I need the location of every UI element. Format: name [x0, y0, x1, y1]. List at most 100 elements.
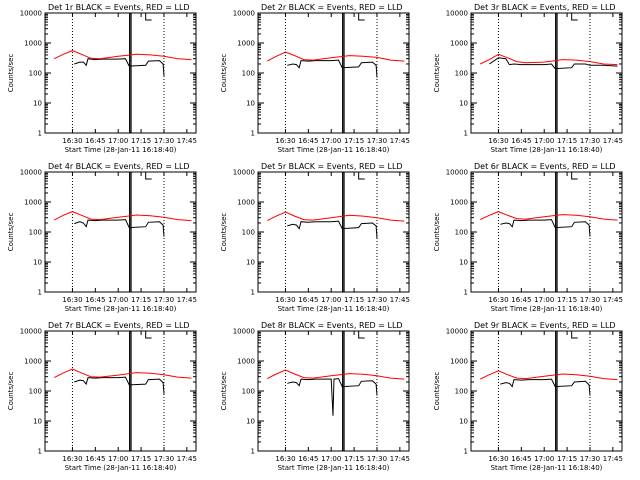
x-tick-label: 17:45	[603, 455, 623, 463]
lld-series-line	[53, 50, 192, 61]
panel-8: Det 8r BLACK = Events, RED = LLD 1 10 100 10…	[220, 321, 410, 472]
x-axis-label: Start Time (28-Jan-11 16:18:40)	[278, 464, 390, 472]
y-tick-label: 100	[455, 70, 468, 78]
y-tick-label: 1	[251, 448, 255, 456]
y-tick-label: 1	[464, 448, 468, 456]
x-tick-label: 17:15	[131, 296, 151, 304]
panel-7: Det 7r BLACK = Events, RED = LLD 1 10 100 10…	[7, 321, 197, 472]
x-tick-label: 17:45	[603, 296, 623, 304]
x-tick-label: 17:45	[177, 296, 197, 304]
y-tick-label: 1	[251, 289, 255, 297]
y-tick-label: 10	[459, 418, 468, 426]
y-tick-label: 100	[29, 70, 42, 78]
x-tick-label: 17:00	[534, 455, 554, 463]
x-tick-label: 17:45	[390, 455, 410, 463]
bracket-marker	[358, 172, 365, 180]
y-tick-label: 1000	[24, 199, 42, 207]
x-tick-label: 17:45	[390, 137, 410, 145]
events-series-line	[500, 378, 591, 396]
events-series-line	[74, 58, 165, 76]
y-tick-label: 10000	[446, 328, 468, 336]
y-tick-label: 100	[455, 388, 468, 396]
lld-series-line	[266, 51, 405, 62]
bracket-marker	[145, 13, 152, 21]
x-tick-label: 16:45	[85, 455, 105, 463]
y-axis-label: Counts/sec	[220, 372, 228, 411]
events-series-line	[74, 219, 165, 237]
x-tick-label: 17:45	[390, 296, 410, 304]
x-tick-label: 17:45	[177, 455, 197, 463]
y-tick-label: 100	[242, 388, 255, 396]
lld-series-line	[266, 211, 405, 222]
panel-title: Det 7r BLACK = Events, RED = LLD	[48, 321, 190, 330]
x-tick-label: 16:45	[511, 455, 531, 463]
y-axis-label: Counts/sec	[7, 213, 15, 252]
y-tick-label: 10	[33, 418, 42, 426]
y-tick-label: 1	[38, 289, 42, 297]
x-tick-label: 16:45	[85, 296, 105, 304]
bracket-marker	[145, 331, 152, 339]
panel-1: Det 1r BLACK = Events, RED = LLD 1 10 100 10…	[7, 3, 197, 154]
events-series-line	[287, 378, 378, 416]
x-tick-label: 17:15	[131, 137, 151, 145]
bracket-marker	[571, 13, 578, 21]
y-tick-label: 100	[29, 229, 42, 237]
y-tick-label: 10000	[20, 10, 42, 18]
y-tick-label: 10000	[233, 328, 255, 336]
panel-4: Det 4r BLACK = Events, RED = LLD 1 10 100 10…	[7, 162, 197, 313]
bracket-marker	[358, 331, 365, 339]
panel-title: Det 9r BLACK = Events, RED = LLD	[474, 321, 616, 330]
y-tick-label: 100	[455, 229, 468, 237]
panel-title: Det 3r BLACK = Events, RED = LLD	[474, 3, 616, 12]
x-tick-label: 17:15	[344, 455, 364, 463]
panel-3: Det 3r BLACK = Events, RED = LLD 1 10 100 10…	[433, 3, 623, 154]
y-tick-label: 10	[459, 100, 468, 108]
bracket-marker	[571, 331, 578, 339]
plot-frame	[470, 330, 623, 452]
x-tick-label: 17:30	[580, 296, 600, 304]
y-tick-label: 10	[459, 259, 468, 267]
y-axis-label: Counts/sec	[433, 213, 441, 252]
x-axis-label: Start Time (28-Jan-11 16:18:40)	[278, 305, 390, 313]
y-tick-label: 10000	[233, 169, 255, 177]
lld-series-line	[266, 369, 405, 380]
y-tick-label: 1	[251, 130, 255, 138]
y-tick-label: 10000	[446, 10, 468, 18]
x-tick-label: 17:15	[344, 137, 364, 145]
bracket-marker	[571, 172, 578, 180]
lld-series-line	[479, 370, 618, 381]
x-tick-label: 17:30	[154, 455, 174, 463]
panel-title: Det 1r BLACK = Events, RED = LLD	[48, 3, 190, 12]
y-tick-label: 10	[246, 100, 255, 108]
plot-frame	[44, 171, 197, 293]
y-tick-label: 1	[38, 130, 42, 138]
y-axis-label: Counts/sec	[7, 54, 15, 93]
events-series-line	[500, 219, 591, 237]
y-tick-label: 10	[33, 100, 42, 108]
panel-6: Det 6r BLACK = Events, RED = LLD 1 10 100 10…	[433, 162, 623, 313]
plot-frame	[257, 171, 410, 293]
events-series-line	[489, 57, 618, 70]
y-axis-label: Counts/sec	[433, 54, 441, 93]
panel-title: Det 5r BLACK = Events, RED = LLD	[261, 162, 403, 171]
plot-frame	[257, 12, 410, 134]
plot-frame	[470, 171, 623, 293]
y-tick-label: 1000	[24, 40, 42, 48]
y-axis-label: Counts/sec	[220, 213, 228, 252]
lld-series-line	[479, 53, 618, 66]
x-tick-label: 17:00	[534, 296, 554, 304]
x-tick-label: 16:30	[488, 296, 508, 304]
y-tick-label: 100	[29, 388, 42, 396]
y-tick-label: 1	[464, 130, 468, 138]
y-tick-label: 1000	[237, 358, 255, 366]
x-tick-label: 17:30	[367, 455, 387, 463]
panel-title: Det 2r BLACK = Events, RED = LLD	[261, 3, 403, 12]
bracket-marker	[358, 13, 365, 21]
x-tick-label: 16:45	[511, 137, 531, 145]
x-tick-label: 17:45	[177, 137, 197, 145]
x-tick-label: 17:00	[108, 455, 128, 463]
y-tick-label: 1000	[450, 199, 468, 207]
lld-series-line	[53, 368, 192, 379]
panel-title: Det 4r BLACK = Events, RED = LLD	[48, 162, 190, 171]
